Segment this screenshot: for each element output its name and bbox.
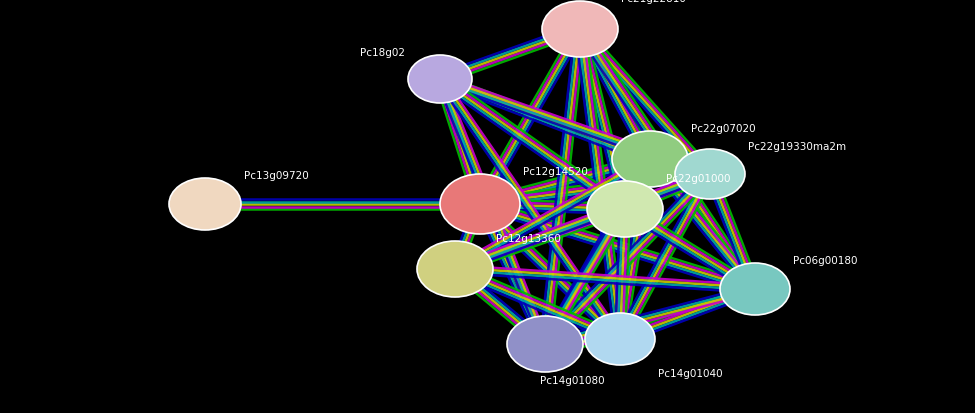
- Ellipse shape: [585, 313, 655, 365]
- Ellipse shape: [440, 175, 520, 235]
- Text: Pc22g01000: Pc22g01000: [666, 173, 730, 183]
- Ellipse shape: [542, 2, 618, 58]
- Text: Pc14g01080: Pc14g01080: [540, 375, 604, 385]
- Ellipse shape: [675, 150, 745, 199]
- Text: Pc18g02: Pc18g02: [360, 48, 405, 58]
- Ellipse shape: [417, 242, 493, 297]
- Text: Pc22g07020: Pc22g07020: [691, 124, 756, 134]
- Ellipse shape: [720, 263, 790, 315]
- Ellipse shape: [507, 316, 583, 372]
- Text: Pc14g01040: Pc14g01040: [658, 368, 722, 378]
- Ellipse shape: [408, 56, 472, 104]
- Text: Pc12g14520: Pc12g14520: [523, 166, 588, 177]
- Ellipse shape: [587, 182, 663, 237]
- Text: Pc13g09720: Pc13g09720: [244, 171, 309, 180]
- Text: Pc22g19330ma2m: Pc22g19330ma2m: [748, 142, 846, 152]
- Text: Pc06g00180: Pc06g00180: [793, 255, 857, 266]
- Text: Pc21g22810: Pc21g22810: [621, 0, 685, 4]
- Ellipse shape: [612, 132, 688, 188]
- Ellipse shape: [169, 178, 241, 230]
- Text: Pc12g13360: Pc12g13360: [496, 233, 561, 243]
